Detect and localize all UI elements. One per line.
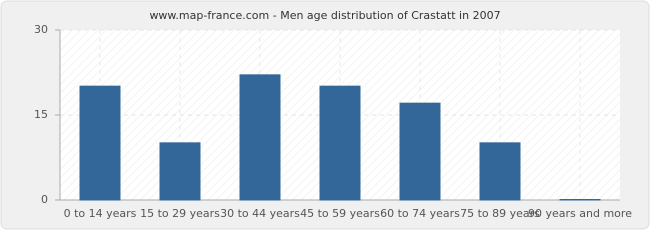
bar <box>479 142 521 201</box>
bar <box>159 142 201 201</box>
bar <box>399 102 441 201</box>
x-tick-label: 0 to 14 years <box>64 207 137 220</box>
bar <box>79 85 121 201</box>
y-tick-label: 15 <box>34 108 48 121</box>
x-tick-label: 15 to 29 years <box>140 207 220 220</box>
bar <box>319 85 361 201</box>
x-tick-label: 90 years and more <box>528 207 632 220</box>
chart: www.map-france.com - Men age distributio… <box>0 0 650 230</box>
bar <box>559 199 601 201</box>
x-tick-label: 75 to 89 years <box>460 207 540 220</box>
y-tick-label: 30 <box>34 23 48 36</box>
y-tick-label: 0 <box>41 193 48 206</box>
chart-title: www.map-france.com - Men age distributio… <box>149 9 500 22</box>
x-tick-label: 30 to 44 years <box>220 207 300 220</box>
bar <box>239 74 281 201</box>
x-tick-label: 45 to 59 years <box>300 207 380 220</box>
page: {"chart_data": {"type": "bar", "title": … <box>0 0 650 230</box>
x-tick-label: 60 to 74 years <box>380 207 460 220</box>
